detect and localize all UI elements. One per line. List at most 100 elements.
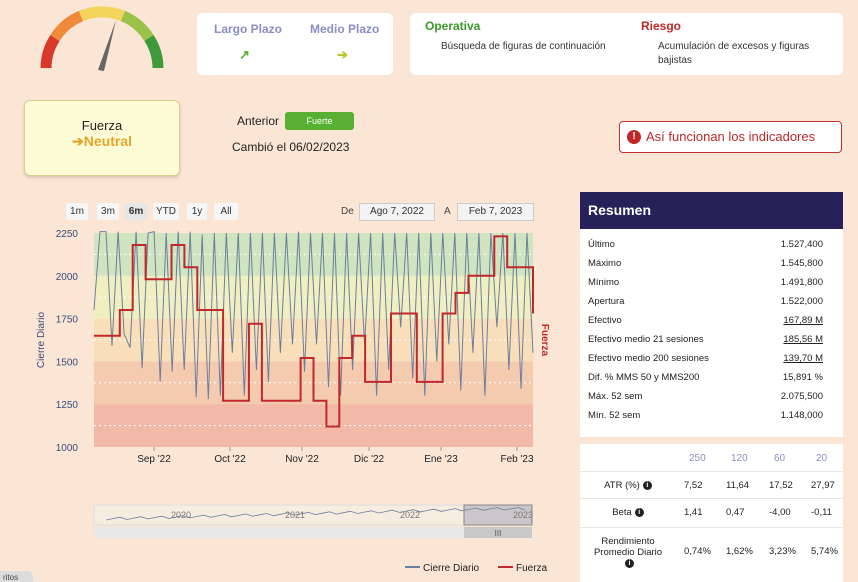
price-strength-chart: 1000 1250 1500 1750 2000 2250 Sep '22 Oct '22 No… xyxy=(36,229,550,574)
atr-cell: 1,41 xyxy=(684,507,703,518)
gauge-segment-red xyxy=(40,35,60,69)
resumen-row-label: Máx. 52 sem xyxy=(588,391,643,402)
atr-header-60: 60 xyxy=(774,453,786,464)
range-all-button[interactable]: All xyxy=(214,203,238,220)
navigator-year-label: 2020 xyxy=(171,510,191,520)
resumen-row-label: Último xyxy=(588,239,615,250)
atr-cell: 5,74% xyxy=(811,546,838,557)
resumen-row: Máx. 52 sem 2.075,500 xyxy=(588,387,823,406)
y-tick-label: 2000 xyxy=(56,272,79,283)
atr-header-120: 120 xyxy=(731,453,748,464)
atr-table: 250 120 60 20 ATR (%) i 7,52 11,64 17,52 27,97 Bet… xyxy=(580,444,843,582)
horizons-card: Largo Plazo ↗ Medio Plazo ➔ xyxy=(197,13,393,75)
riesgo-text: Acumulación de excesos y figuras bajista… xyxy=(658,41,810,66)
navigator-year-label: 2022 xyxy=(400,510,420,520)
atr-row-label: ATR (%) i xyxy=(588,480,668,491)
resumen-row: Último 1.527,400 xyxy=(588,235,823,254)
legend-cierre-label: Cierre Diario xyxy=(423,563,480,574)
resumen-row: Efectivo medio 200 sesiones 139,70 M xyxy=(588,349,823,368)
atr-cell: 0,74% xyxy=(684,546,711,557)
y-tick-label: 1750 xyxy=(56,315,79,326)
x-tick-label: Ene '23 xyxy=(424,454,458,465)
resumen-row-label: Apertura xyxy=(588,296,625,307)
date-from-input[interactable]: Ago 7, 2022 xyxy=(359,203,435,221)
atr-cell: 7,52 xyxy=(684,480,703,491)
range-1m-button[interactable]: 1m xyxy=(66,203,88,220)
resumen-row-value: 185,56 M xyxy=(783,334,823,345)
resumen-row: Apertura 1.522,000 xyxy=(588,292,823,311)
atr-divider xyxy=(580,471,843,472)
atr-row-label-text: Rendimiento Promedio Diario xyxy=(593,536,663,558)
indicators-info-label: Así funcionan los indicadores xyxy=(646,129,816,144)
resumen-row-value: 1.522,000 xyxy=(780,296,823,307)
resumen-row-value: 1.527,400 xyxy=(780,239,823,250)
atr-cell: 3,23% xyxy=(769,546,796,557)
anterior-label: Anterior xyxy=(237,114,280,128)
resumen-row-value: 1.491,800 xyxy=(780,277,823,288)
navigator-scrollbar[interactable] xyxy=(94,527,531,538)
x-tick-label: Feb '23 xyxy=(500,454,533,465)
x-tick-label: Nov '22 xyxy=(285,454,319,465)
navigator-track xyxy=(93,504,532,526)
range-ytd-button[interactable]: YTD xyxy=(153,203,179,220)
atr-header-250: 250 xyxy=(689,453,706,464)
navigator-line xyxy=(105,507,526,521)
gauge-segment-orange xyxy=(50,10,84,42)
atr-cell: 0,47 xyxy=(726,507,745,518)
y-tick-label: 2250 xyxy=(56,229,79,240)
x-tick-label: Dic '22 xyxy=(354,454,385,465)
y-tick-label: 1250 xyxy=(56,400,79,411)
atr-divider xyxy=(580,498,843,499)
resumen-row-label: Efectivo xyxy=(588,315,622,326)
atr-cell: 1,62% xyxy=(726,546,753,557)
atr-cell: 11,64 xyxy=(726,480,750,491)
resumen-row: Máximo 1.545,800 xyxy=(588,254,823,273)
resumen-row: Efectivo medio 21 sesiones 185,56 M xyxy=(588,330,823,349)
series-cierre-diario-line xyxy=(93,230,534,400)
resumen-row-value: 2.075,500 xyxy=(780,391,823,402)
y-axis-label-left: Cierre Diario xyxy=(36,312,47,369)
atr-cell: 27,97 xyxy=(811,480,835,491)
range-3m-button[interactable]: 3m xyxy=(97,203,119,220)
series-fuerza-line xyxy=(94,235,534,428)
resumen-row: Dif. % MMS 50 y MMS200 15,891 % xyxy=(588,368,823,387)
x-tick-label: Oct '22 xyxy=(214,454,246,465)
gauge-segment-lightgreen xyxy=(120,10,154,42)
gauge-segment-yellow xyxy=(78,6,126,22)
legend-fuerza-label: Fuerza xyxy=(516,563,548,574)
range-6m-button[interactable]: 6m xyxy=(125,203,147,220)
resumen-row-label: Efectivo medio 21 sesiones xyxy=(588,334,704,345)
long-term-arrow-icon: ↗ xyxy=(239,47,250,62)
operativa-text: Búsqueda de figuras de continuación xyxy=(441,41,606,52)
atr-row-label: Beta i xyxy=(588,507,668,518)
atr-cell: -4,00 xyxy=(769,507,791,518)
operativa-riesgo-card: Operativa Búsqueda de figuras de continu… xyxy=(410,13,843,75)
atr-header-20: 20 xyxy=(816,453,828,464)
range-1y-button[interactable]: 1y xyxy=(187,203,207,220)
strength-gauge xyxy=(40,6,164,71)
info-icon[interactable]: i xyxy=(642,480,652,490)
fuerza-value: ➔Neutral xyxy=(72,133,132,149)
riesgo-title: Riesgo xyxy=(641,19,682,33)
date-from-label: De xyxy=(341,206,354,217)
date-to-input[interactable]: Feb 7, 2023 xyxy=(457,203,534,221)
atr-cell: -0,11 xyxy=(811,507,832,518)
y-axis-label-right: Fuerza xyxy=(539,324,550,357)
resumen-row-label: Efectivo medio 200 sesiones xyxy=(588,353,709,364)
atr-row-label-text: ATR (%) xyxy=(604,480,640,491)
resumen-title: Resumen xyxy=(580,192,843,229)
date-to-label: A xyxy=(444,206,451,217)
resumen-row: Mínimo 1.491,800 xyxy=(588,273,823,292)
resumen-panel: Resumen Último 1.527,400 Máximo 1.545,800 Mí… xyxy=(580,192,843,437)
navigator-scrollbar-thumb[interactable] xyxy=(464,527,532,538)
resumen-row-value: 1.148,000 xyxy=(780,410,823,421)
resumen-row-label: Dif. % MMS 50 y MMS200 xyxy=(588,372,700,383)
y-tick-label: 1000 xyxy=(56,443,79,454)
resumen-row: Efectivo 167,89 M xyxy=(588,311,823,330)
info-icon[interactable]: i xyxy=(625,558,634,568)
info-icon[interactable]: i xyxy=(634,507,644,517)
info-icon: ! xyxy=(627,130,641,144)
anterior-badge: Fuerte xyxy=(285,112,354,130)
bottom-tab[interactable]: ritos xyxy=(0,571,33,582)
indicators-info-button[interactable]: ! Así funcionan los indicadores xyxy=(619,121,842,153)
